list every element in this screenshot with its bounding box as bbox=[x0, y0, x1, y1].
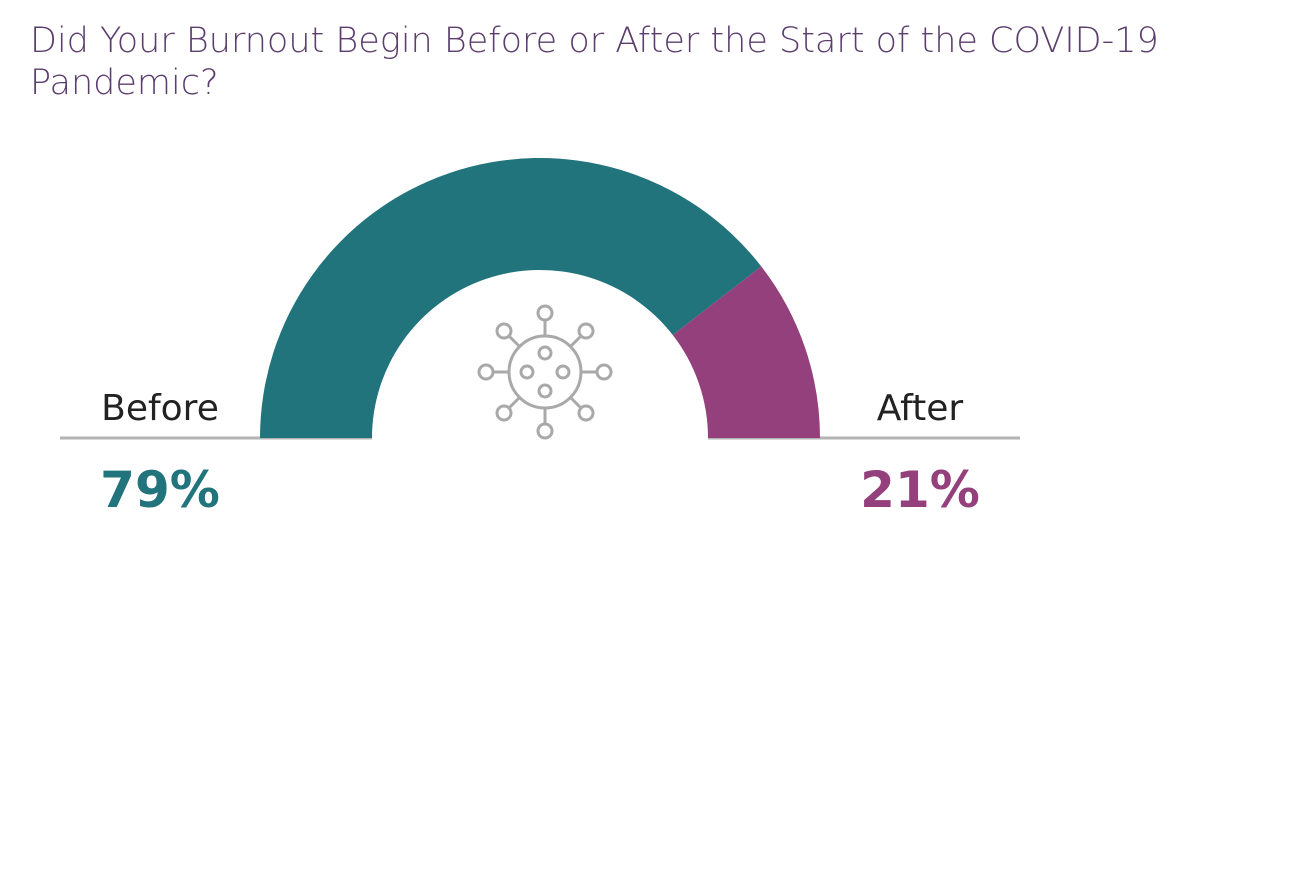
arcs bbox=[260, 158, 820, 438]
arc-segment bbox=[260, 158, 762, 438]
virus-icon bbox=[477, 304, 613, 440]
category-label: Before bbox=[101, 388, 219, 429]
chart-title: Did Your Burnout Begin Before or After t… bbox=[30, 21, 1159, 103]
value-label: 79% bbox=[100, 461, 220, 519]
arc-segment bbox=[672, 266, 820, 438]
category-label: After bbox=[877, 388, 964, 429]
value-label: 21% bbox=[860, 461, 980, 519]
